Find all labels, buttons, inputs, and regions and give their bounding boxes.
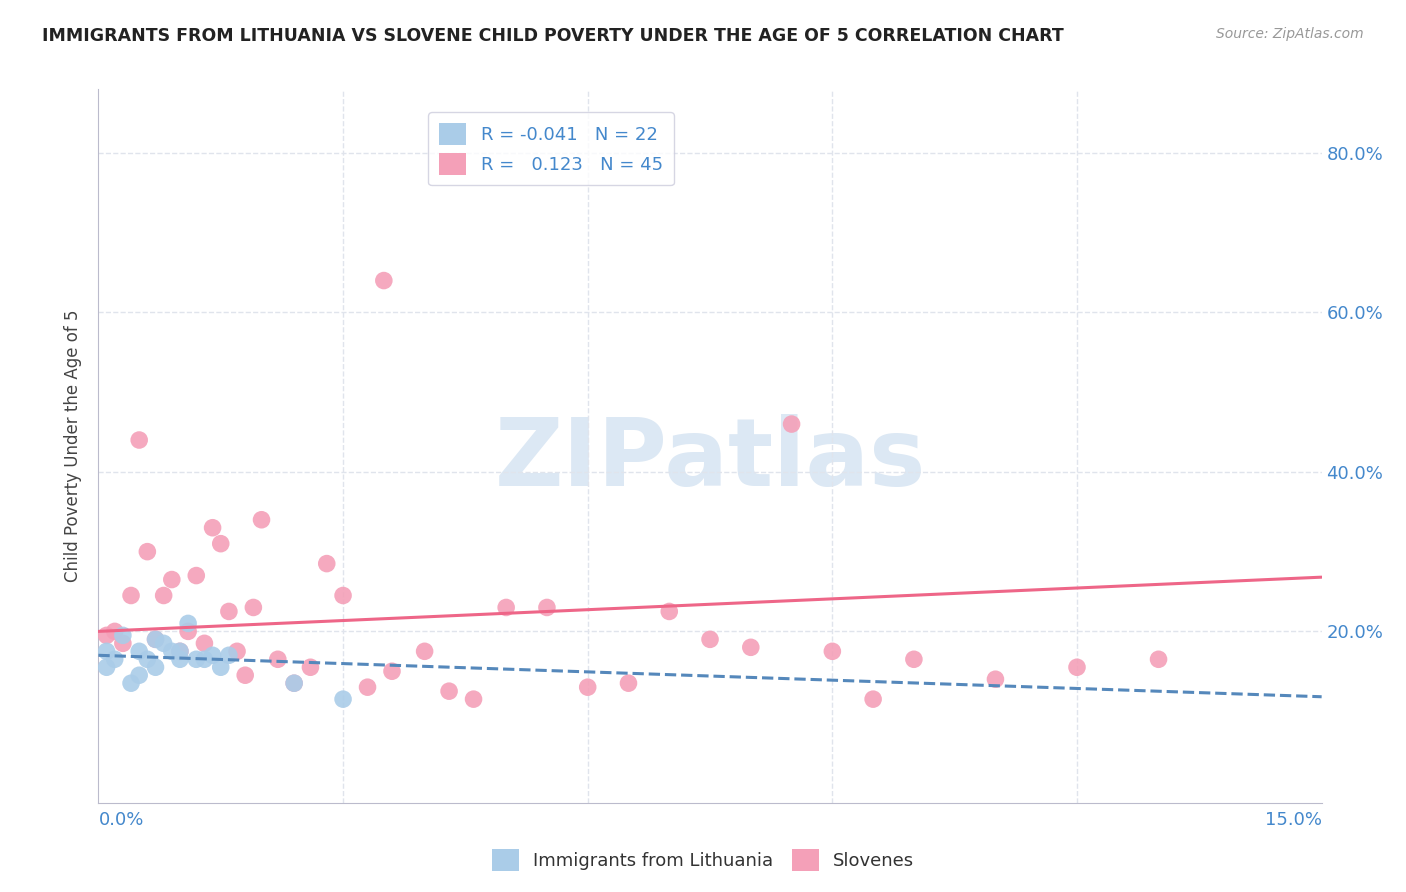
Point [111, 628, 134, 642]
Point [145, 632, 167, 647]
Point [381, 665, 404, 679]
Point [201, 648, 224, 663]
Point [283, 676, 305, 690]
Point [96, 660, 118, 674]
Point [186, 568, 208, 582]
Point [96, 644, 118, 658]
Point [152, 589, 174, 603]
Point [186, 652, 208, 666]
Text: 15.0%: 15.0% [1264, 811, 1322, 829]
Y-axis label: Child Poverty Under the Age of 5: Child Poverty Under the Age of 5 [65, 310, 83, 582]
Point [233, 668, 256, 682]
Point [242, 600, 264, 615]
Point [576, 680, 599, 694]
Point [984, 672, 1007, 686]
Point [218, 604, 240, 618]
Point [740, 640, 762, 655]
Point [356, 680, 378, 694]
Point [145, 660, 167, 674]
Point [495, 600, 517, 615]
Point [536, 600, 558, 615]
Point [177, 624, 200, 639]
Text: IMMIGRANTS FROM LITHUANIA VS SLOVENE CHILD POVERTY UNDER THE AGE OF 5 CORRELATIO: IMMIGRANTS FROM LITHUANIA VS SLOVENE CHI… [42, 27, 1064, 45]
Point [862, 692, 884, 706]
Point [193, 636, 215, 650]
Point [437, 684, 460, 698]
Point [283, 676, 305, 690]
Point [193, 652, 215, 666]
Point [120, 676, 142, 690]
Point [1066, 660, 1088, 674]
Point [332, 589, 354, 603]
Point [226, 644, 249, 658]
Point [160, 573, 183, 587]
Point [104, 652, 127, 666]
Point [250, 513, 273, 527]
Point [120, 589, 142, 603]
Text: 0.0%: 0.0% [98, 811, 143, 829]
Point [177, 616, 200, 631]
Point [128, 644, 150, 658]
Point [299, 660, 322, 674]
Point [136, 652, 159, 666]
Point [145, 632, 167, 647]
Point [128, 433, 150, 447]
Point [780, 417, 803, 431]
Point [128, 668, 150, 682]
Point [1147, 652, 1170, 666]
Point [136, 544, 159, 558]
Point [218, 648, 240, 663]
Legend: Immigrants from Lithuania, Slovenes: Immigrants from Lithuania, Slovenes [485, 842, 921, 879]
Point [160, 644, 183, 658]
Point [373, 274, 395, 288]
Point [201, 521, 224, 535]
Point [267, 652, 290, 666]
Point [169, 644, 191, 658]
Point [96, 628, 118, 642]
Point [658, 604, 681, 618]
Point [152, 636, 174, 650]
Point [169, 652, 191, 666]
Point [169, 644, 191, 658]
Point [332, 692, 354, 706]
Point [821, 644, 844, 658]
Point [104, 624, 127, 639]
Text: ZIPatlas: ZIPatlas [495, 414, 925, 507]
Point [413, 644, 436, 658]
Text: Source: ZipAtlas.com: Source: ZipAtlas.com [1216, 27, 1364, 41]
Point [111, 636, 134, 650]
Point [699, 632, 721, 647]
Point [209, 660, 232, 674]
Point [903, 652, 925, 666]
Point [463, 692, 485, 706]
Point [315, 557, 337, 571]
Legend: R = -0.041   N = 22, R =   0.123   N = 45: R = -0.041 N = 22, R = 0.123 N = 45 [429, 112, 673, 186]
Point [617, 676, 640, 690]
Point [209, 536, 232, 550]
